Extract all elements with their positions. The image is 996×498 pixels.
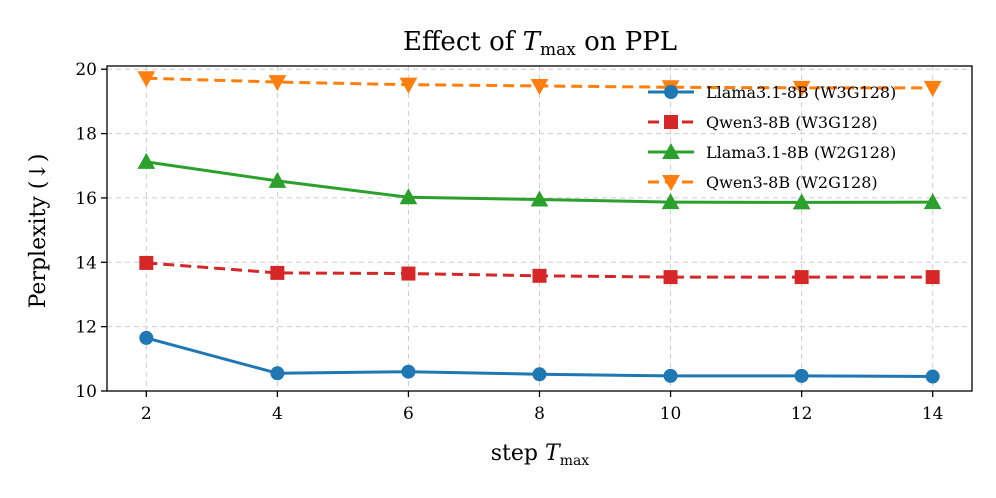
x-axis-label: step Tmax [491,441,590,469]
data-point [268,75,287,92]
y-tick-label: 16 [75,189,97,209]
y-tick-label: 18 [75,125,97,145]
x-tick-label: 6 [403,404,414,424]
legend-marker [662,175,680,192]
data-point [270,265,285,280]
data-point [663,368,678,383]
x-tick-label: 12 [791,404,813,424]
data-point [661,193,680,210]
legend-marker [664,115,678,129]
legend-marker [664,85,678,99]
data-point [530,78,549,95]
y-tick-label: 20 [75,60,97,80]
data-point [137,152,156,169]
data-point [792,193,811,210]
legend: Llama3.1-8B (W3G128) Qwen3-8B (W3G128) Lla… [648,83,896,192]
data-point [530,190,549,207]
data-point [925,369,940,384]
y-tick-label: 12 [75,318,97,338]
data-point [792,80,811,97]
legend-label: Llama3.1-8B (W2G128) [706,143,896,162]
data-point [663,270,678,285]
ticks-layer: 2 4 6 8 10 12 14 10 12 14 16 18 20 [75,60,943,424]
x-tick-label: 10 [660,404,682,424]
y-axis-label: Perplexity (↓) [26,154,51,309]
data-point [401,266,416,281]
y-tick-label: 14 [75,253,97,273]
data-point [923,193,942,210]
data-point [139,255,154,270]
data-point [270,366,285,381]
x-tick-label: 2 [141,404,152,424]
legend-label: Llama3.1-8B (W3G128) [706,83,896,102]
series-layer [137,71,942,384]
data-point [532,268,547,283]
data-point [399,188,418,205]
data-point [925,270,940,285]
data-point [794,270,809,285]
data-point [399,77,418,94]
data-point [794,368,809,383]
y-tick-label: 10 [75,382,97,402]
data-point [532,367,547,382]
data-point [139,330,154,345]
data-point [268,171,287,188]
legend-label: Qwen3-8B (W2G128) [706,173,878,192]
chart-title: Effect of Tmax on PPL [403,27,677,60]
data-point [923,80,942,97]
x-tick-label: 4 [272,404,283,424]
legend-label: Qwen3-8B (W3G128) [706,113,878,132]
x-tick-label: 8 [534,404,545,424]
data-point [401,364,416,379]
data-point [137,71,156,88]
x-tick-label: 14 [922,404,944,424]
grid-layer [107,66,972,392]
legend-marker [662,142,680,159]
